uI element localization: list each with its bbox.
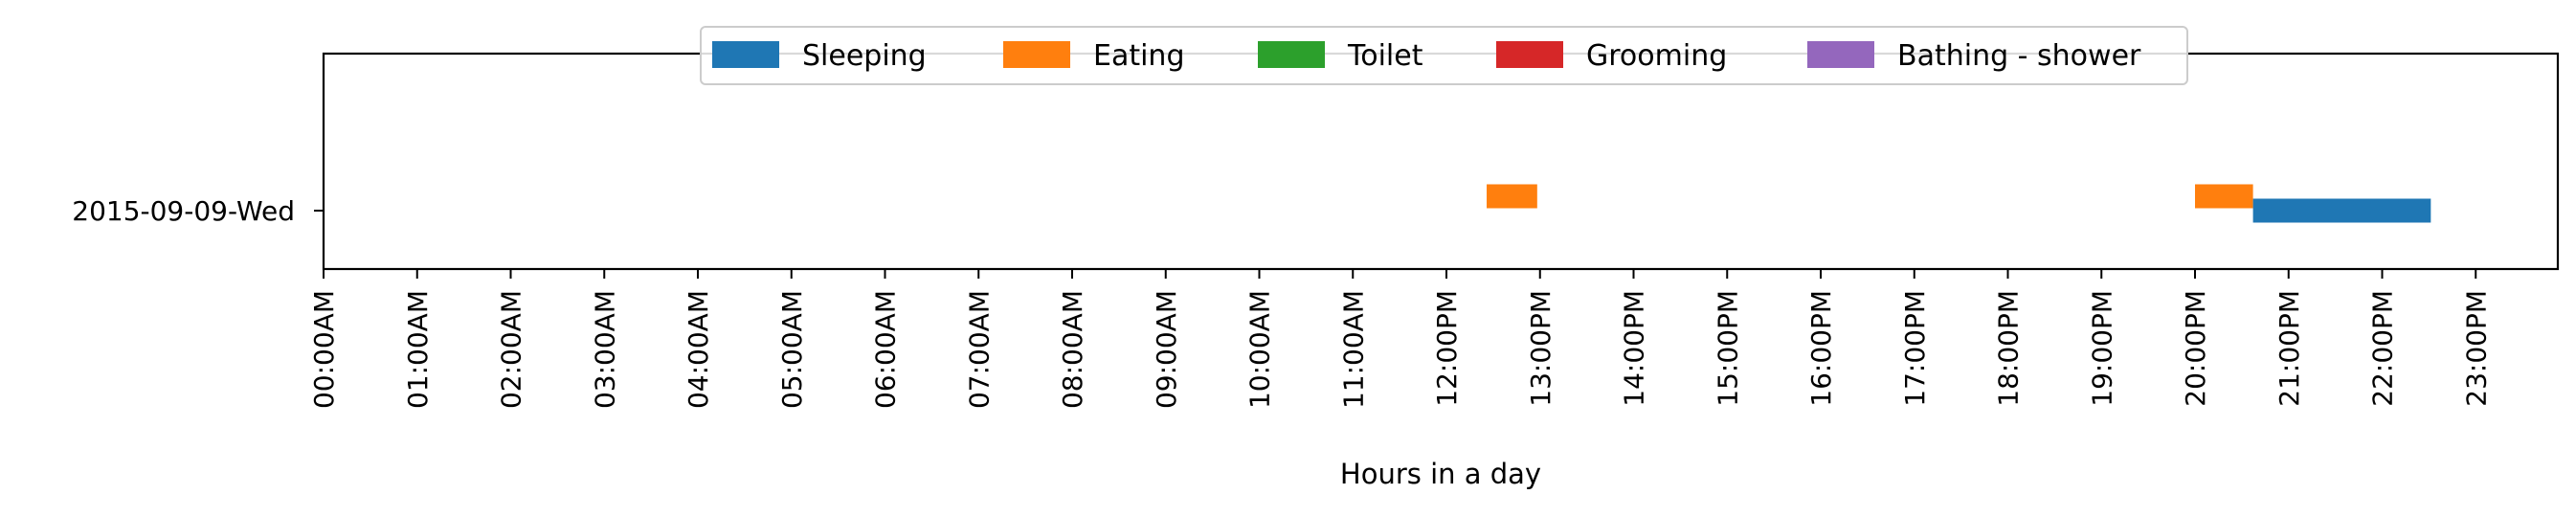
x-tick-label: 12:00PM [1431, 290, 1463, 407]
interval-bar-eating [1487, 184, 1537, 209]
y-tick-label: 2015-09-09-Wed [72, 195, 295, 227]
x-axis: 00:00AM 01:00AM 02:00AM 03:00AM 04:00AM 05:00… [308, 269, 2492, 409]
x-tick-label: 00:00AM [308, 290, 340, 409]
legend-swatch-bathing-shower [1807, 41, 1874, 68]
legend-swatch-sleeping [712, 41, 779, 68]
x-tick-label: 19:00PM [2086, 290, 2117, 407]
legend-swatch-eating [1003, 41, 1070, 68]
x-tick-label: 07:00AM [963, 290, 995, 409]
legend-label-bathing-shower: Bathing - shower [1897, 39, 2141, 73]
x-tick-label: 08:00AM [1057, 290, 1088, 409]
y-axis: 2015-09-09-Wed [72, 195, 324, 227]
x-tick-label: 22:00PM [2367, 290, 2399, 407]
x-tick-label: 21:00PM [2274, 290, 2305, 407]
x-tick-label: 05:00AM [776, 290, 808, 409]
legend-label-eating: Eating [1093, 39, 1185, 73]
x-tick-label: 09:00AM [1151, 290, 1182, 409]
interval-bars [1487, 184, 2431, 223]
legend-label-grooming: Grooming [1586, 39, 1727, 73]
x-tick-label: 14:00PM [1619, 290, 1650, 407]
legend-swatch-grooming [1496, 41, 1563, 68]
x-tick-label: 23:00PM [2460, 290, 2492, 407]
x-tick-label: 10:00AM [1244, 290, 1276, 409]
x-tick-label: 04:00AM [683, 290, 714, 409]
x-tick-label: 20:00PM [2180, 290, 2211, 407]
x-tick-label: 06:00AM [870, 290, 902, 409]
x-tick-label: 03:00AM [589, 290, 620, 409]
legend-label-sleeping: Sleeping [802, 39, 927, 73]
legend-label-toilet: Toilet [1347, 39, 1423, 73]
plot-background [324, 54, 2558, 269]
x-tick-label: 15:00PM [1712, 290, 1743, 407]
interval-bar-sleeping [2252, 198, 2431, 223]
x-tick-label: 16:00PM [1805, 290, 1837, 407]
x-tick-label: 02:00AM [496, 290, 527, 409]
x-axis-label: Hours in a day [1340, 458, 1541, 490]
x-tick-label: 11:00AM [1337, 290, 1369, 409]
interval-bar-eating [2195, 184, 2253, 209]
x-tick-label: 13:00PM [1525, 290, 1557, 407]
x-tick-label: 01:00AM [402, 290, 434, 409]
x-tick-label: 17:00PM [1899, 290, 1931, 407]
x-tick-label: 18:00PM [1993, 290, 2025, 407]
legend-swatch-toilet [1258, 41, 1325, 68]
legend: Sleeping Eating Toilet Grooming Bathing - sh… [700, 26, 2188, 85]
